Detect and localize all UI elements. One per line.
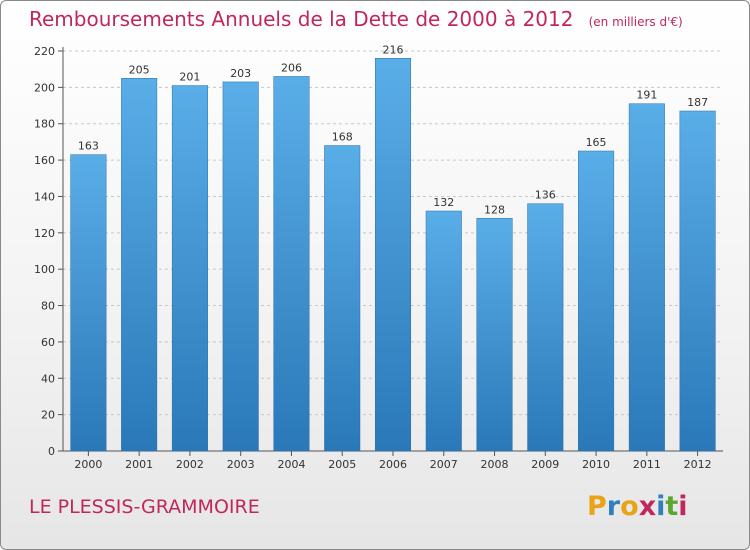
logo-letter: i [656,491,666,522]
value-label-2006: 216 [383,43,404,56]
bar-2004 [273,76,310,452]
value-label-2007: 132 [433,196,454,209]
value-label-2004: 206 [281,61,302,74]
bar-2007 [425,210,462,452]
value-label-2003: 203 [230,67,251,80]
x-tick-label-2009: 2009 [531,458,559,471]
logo-letter: x [638,491,657,522]
y-tick-label: 160 [34,154,55,167]
logo-letter: r [606,491,621,522]
value-label-2005: 168 [332,131,353,144]
bar-2011 [628,103,665,452]
title-row: Remboursements Annuels de la Dette de 20… [29,7,683,31]
value-label-2008: 128 [484,203,505,216]
bar-2000 [70,154,107,452]
x-tick-label-2010: 2010 [582,458,610,471]
y-tick-label: 0 [48,445,55,458]
commune-name: LE PLESSIS-GRAMMOIRE [29,496,260,518]
logo-letter: t [665,491,679,522]
x-tick-label-2005: 2005 [328,458,356,471]
x-tick-label-2002: 2002 [176,458,204,471]
y-tick-label: 80 [41,300,55,313]
x-tick-label-2007: 2007 [430,458,458,471]
value-label-2002: 201 [179,71,200,84]
value-label-2009: 136 [535,189,556,202]
x-tick-label-2006: 2006 [379,458,407,471]
chart-subtitle: (en milliers d'€) [588,15,683,29]
logo-letter: o [620,491,639,522]
value-label-2001: 205 [129,63,150,76]
y-tick-label: 40 [41,372,55,385]
value-label-2011: 191 [636,89,657,102]
x-tick-label-2004: 2004 [277,458,305,471]
bar-2008 [476,218,513,452]
chart-title: Remboursements Annuels de la Dette de 20… [29,7,574,31]
bar-2005 [324,145,361,452]
x-tick-label-2001: 2001 [125,458,153,471]
x-tick-label-2011: 2011 [633,458,661,471]
labels: 0 20 40 60 80 100 120 140 160 180 200 220 163 2000 205… [34,43,712,471]
y-tick-label: 200 [34,81,55,94]
bar-2006 [374,58,412,452]
proxiti-logo: Proxiti [587,491,688,522]
bars [70,58,716,452]
bar-2001 [121,78,158,452]
y-tick-label: 120 [34,227,55,240]
y-tick-label: 140 [34,190,55,203]
bar-2002 [171,85,208,452]
y-tick-label: 60 [41,336,55,349]
bar-2010 [578,150,615,452]
logo-letter: P [587,491,607,522]
value-label-2010: 165 [586,136,607,149]
y-tick-label: 20 [41,409,55,422]
x-tick-label-2003: 2003 [227,458,255,471]
value-label-2000: 163 [78,140,99,153]
value-label-2012: 187 [687,96,708,109]
y-tick-label: 180 [34,118,55,131]
x-tick-label-2000: 2000 [74,458,102,471]
y-tick-label: 220 [34,45,55,58]
bar-2012 [679,110,716,452]
x-tick-label-2012: 2012 [684,458,712,471]
bar-2003 [222,81,259,452]
y-tick-label: 100 [34,263,55,276]
logo-letter: i [678,491,688,522]
x-tick-label-2008: 2008 [481,458,509,471]
bar-2009 [527,203,564,452]
